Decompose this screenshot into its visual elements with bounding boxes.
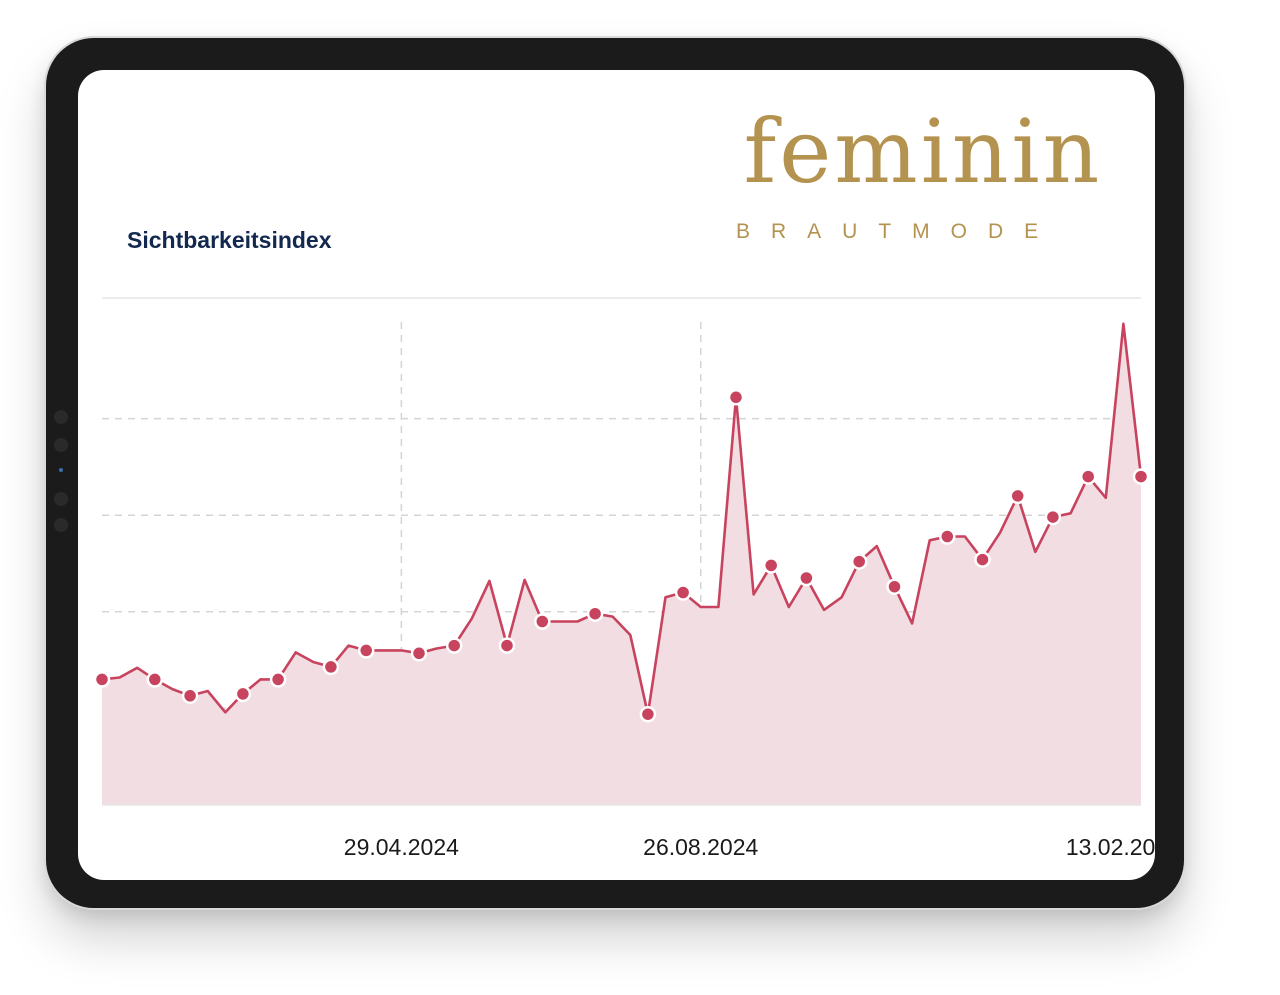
x-tick-label: 29.04.2024 [344, 834, 459, 860]
side-button [54, 492, 68, 506]
data-point [674, 584, 692, 601]
data-point [234, 685, 252, 703]
data-point [269, 671, 287, 688]
data-point [534, 613, 551, 630]
data-point [727, 389, 745, 406]
data-point [146, 671, 164, 688]
camera-dot [59, 468, 63, 472]
data-point [1009, 487, 1026, 505]
x-tick-label: 13.02.2025 [1066, 834, 1155, 860]
data-point [93, 671, 111, 688]
logo-subline: BRAUTMODE [736, 220, 1060, 243]
data-point [639, 705, 657, 723]
data-point [357, 642, 375, 659]
data-point [886, 578, 903, 595]
data-point [586, 605, 604, 622]
chart-title: Sichtbarkeitsindex [127, 227, 332, 253]
data-point [322, 658, 340, 676]
x-tick-label: 26.08.2024 [643, 834, 758, 860]
data-point [798, 569, 815, 587]
logo-wordmark: feminin [743, 100, 1103, 203]
data-point [762, 557, 780, 574]
side-button [54, 438, 68, 452]
data-point [498, 637, 516, 654]
data-point [1044, 508, 1062, 526]
data-point [1079, 468, 1097, 485]
series-area [102, 323, 1141, 805]
data-point [850, 553, 868, 570]
data-point [181, 687, 199, 705]
visibility-chart: 29.04.2024 26.08.2024 13.02.2025 [93, 297, 1155, 860]
brand-logo: feminin BRAUTMODE [726, 102, 1126, 252]
data-point [445, 637, 463, 654]
side-button [54, 410, 68, 424]
data-point [939, 528, 956, 545]
data-point [1132, 468, 1150, 485]
side-button [54, 518, 68, 532]
data-point [974, 551, 991, 568]
tablet-screen: 29.04.2024 26.08.2024 13.02.2025 Sichtbark… [78, 70, 1155, 880]
data-point [410, 645, 428, 662]
